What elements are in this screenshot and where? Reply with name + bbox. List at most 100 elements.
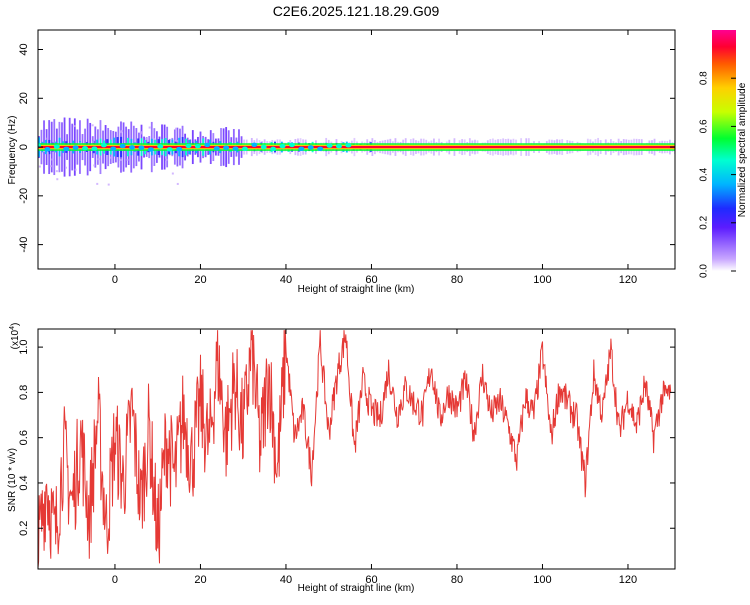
x-tick-label: 20 xyxy=(194,574,206,586)
heat-cell xyxy=(120,130,123,133)
y-tick-label: -40 xyxy=(18,237,30,253)
heat-cell xyxy=(55,170,58,173)
x-tick-label: 60 xyxy=(365,274,377,286)
heat-speckle xyxy=(232,146,239,151)
colorbar-tick-label: 0.6 xyxy=(699,119,710,133)
colorbar-tick-label: 0.8 xyxy=(699,71,710,85)
heat-speckle xyxy=(63,146,70,152)
heat-speckle xyxy=(326,143,333,148)
spectrogram-x-ticks: 0 20 40 60 80 100 120 xyxy=(112,30,637,286)
spectrogram-x-label: Height of straight line (km) xyxy=(298,284,415,295)
heat-speckle xyxy=(91,146,98,151)
colorbar-ticks: 0.0 0.2 0.4 0.6 0.8 xyxy=(699,71,736,278)
heat-speckle xyxy=(298,146,305,151)
heat-cell xyxy=(145,137,148,140)
snr-x-label: Height of straight line (km) xyxy=(298,583,415,594)
heat-cell xyxy=(140,132,143,135)
heat-cell xyxy=(46,152,49,155)
colorbar-tick-label: 0.4 xyxy=(699,167,710,181)
snr-y-ticks: 0.2 0.4 0.6 0.8 1.0 xyxy=(18,339,675,536)
snr-panel: 0 20 40 60 80 100 120 0.2 0.4 0.6 0.8 1.0 Height o… xyxy=(7,323,676,594)
heat-speckle xyxy=(317,146,324,151)
x-tick-label: 20 xyxy=(194,274,206,286)
spectrogram-y-label: Frequency (Hz) xyxy=(7,116,18,185)
heat-speckle xyxy=(241,146,248,151)
spectrogram-panel: 0 20 40 60 80 100 120 -40 -20 0 20 40 Height of st… xyxy=(7,29,676,295)
x-tick-label: 120 xyxy=(619,274,637,286)
heat-speckle xyxy=(129,145,136,150)
heat-cell xyxy=(176,182,179,185)
heat-speckle xyxy=(335,143,342,149)
x-tick-label: 0 xyxy=(112,274,118,286)
heat-cell xyxy=(107,183,110,186)
heat-speckle xyxy=(138,145,145,150)
y-tick-label: 0.2 xyxy=(18,521,30,536)
heat-cell xyxy=(126,158,129,161)
heat-cell xyxy=(153,138,156,141)
heat-speckle xyxy=(53,144,60,149)
heat-speckle xyxy=(119,143,126,149)
heat-speckle xyxy=(147,147,154,152)
heat-speckle xyxy=(157,144,164,149)
chart-title: C2E6.2025.121.18.29.G09 xyxy=(273,3,440,19)
heat-cell xyxy=(49,165,52,168)
y-tick-label: 0.4 xyxy=(18,475,30,490)
heat-speckle xyxy=(270,146,277,152)
heat-cell xyxy=(73,125,76,128)
snr-x-ticks: 0 20 40 60 80 100 120 xyxy=(112,329,637,586)
heat-cell xyxy=(139,131,142,134)
x-tick-label: 0 xyxy=(112,574,118,586)
x-tick-label: 80 xyxy=(451,574,463,586)
heat-cell xyxy=(96,182,99,185)
snr-y-label: SNR (10 * v/v) xyxy=(7,448,18,512)
y-tick-label: 0 xyxy=(18,144,30,150)
heat-speckle xyxy=(213,146,220,151)
colorbar-tick-label: 0.2 xyxy=(699,215,710,229)
colorbar-gradient xyxy=(712,30,736,271)
heat-cell xyxy=(43,150,46,153)
heat-cell xyxy=(92,141,95,144)
spectrogram-frame xyxy=(37,29,676,270)
snr-multiplier-label: (x104) xyxy=(9,323,21,350)
colorbar: 0.0 0.2 0.4 0.6 0.8 Normalized spectral ampl… xyxy=(699,30,748,278)
spectrogram-heat xyxy=(38,117,675,186)
snr-series-line xyxy=(38,330,672,568)
x-tick-label: 40 xyxy=(280,574,292,586)
y-tick-label: 40 xyxy=(18,43,30,55)
heat-speckle xyxy=(279,144,286,149)
colorbar-tick-label: 0.0 xyxy=(699,264,710,278)
heat-cell xyxy=(56,178,59,181)
x-tick-label: 120 xyxy=(619,574,637,586)
heat-speckle xyxy=(194,143,201,149)
spectrogram-y-ticks: -40 -20 0 20 40 xyxy=(18,43,675,253)
heat-speckle xyxy=(251,142,258,147)
heat-speckle xyxy=(82,145,89,151)
snr-frame xyxy=(37,328,676,570)
heat-speckle xyxy=(100,142,107,148)
y-tick-label: -20 xyxy=(18,188,30,204)
heat-speckle xyxy=(345,143,352,148)
heat-speckle xyxy=(288,142,295,148)
heat-cell xyxy=(93,164,96,167)
heat-speckle xyxy=(185,143,192,149)
heat-speckle xyxy=(260,144,267,150)
heat-cell xyxy=(38,165,41,168)
heat-band-core xyxy=(38,145,675,149)
heat-cell xyxy=(174,139,177,142)
heat-cell xyxy=(165,158,168,161)
heat-speckle xyxy=(44,147,51,152)
heat-speckle xyxy=(166,147,173,152)
heat-cell xyxy=(119,131,122,134)
heat-speckle xyxy=(307,145,314,150)
y-tick-label: 1.0 xyxy=(18,339,30,354)
snr-series-layer xyxy=(38,330,672,568)
heat-cell xyxy=(46,137,49,140)
x-tick-label: 80 xyxy=(451,274,463,286)
heat-cell xyxy=(148,126,151,129)
y-tick-label: 20 xyxy=(18,92,30,104)
heat-cell xyxy=(176,140,179,143)
y-tick-label: 0.8 xyxy=(18,385,30,400)
heat-cell xyxy=(91,124,94,127)
heat-speckle xyxy=(72,145,79,150)
